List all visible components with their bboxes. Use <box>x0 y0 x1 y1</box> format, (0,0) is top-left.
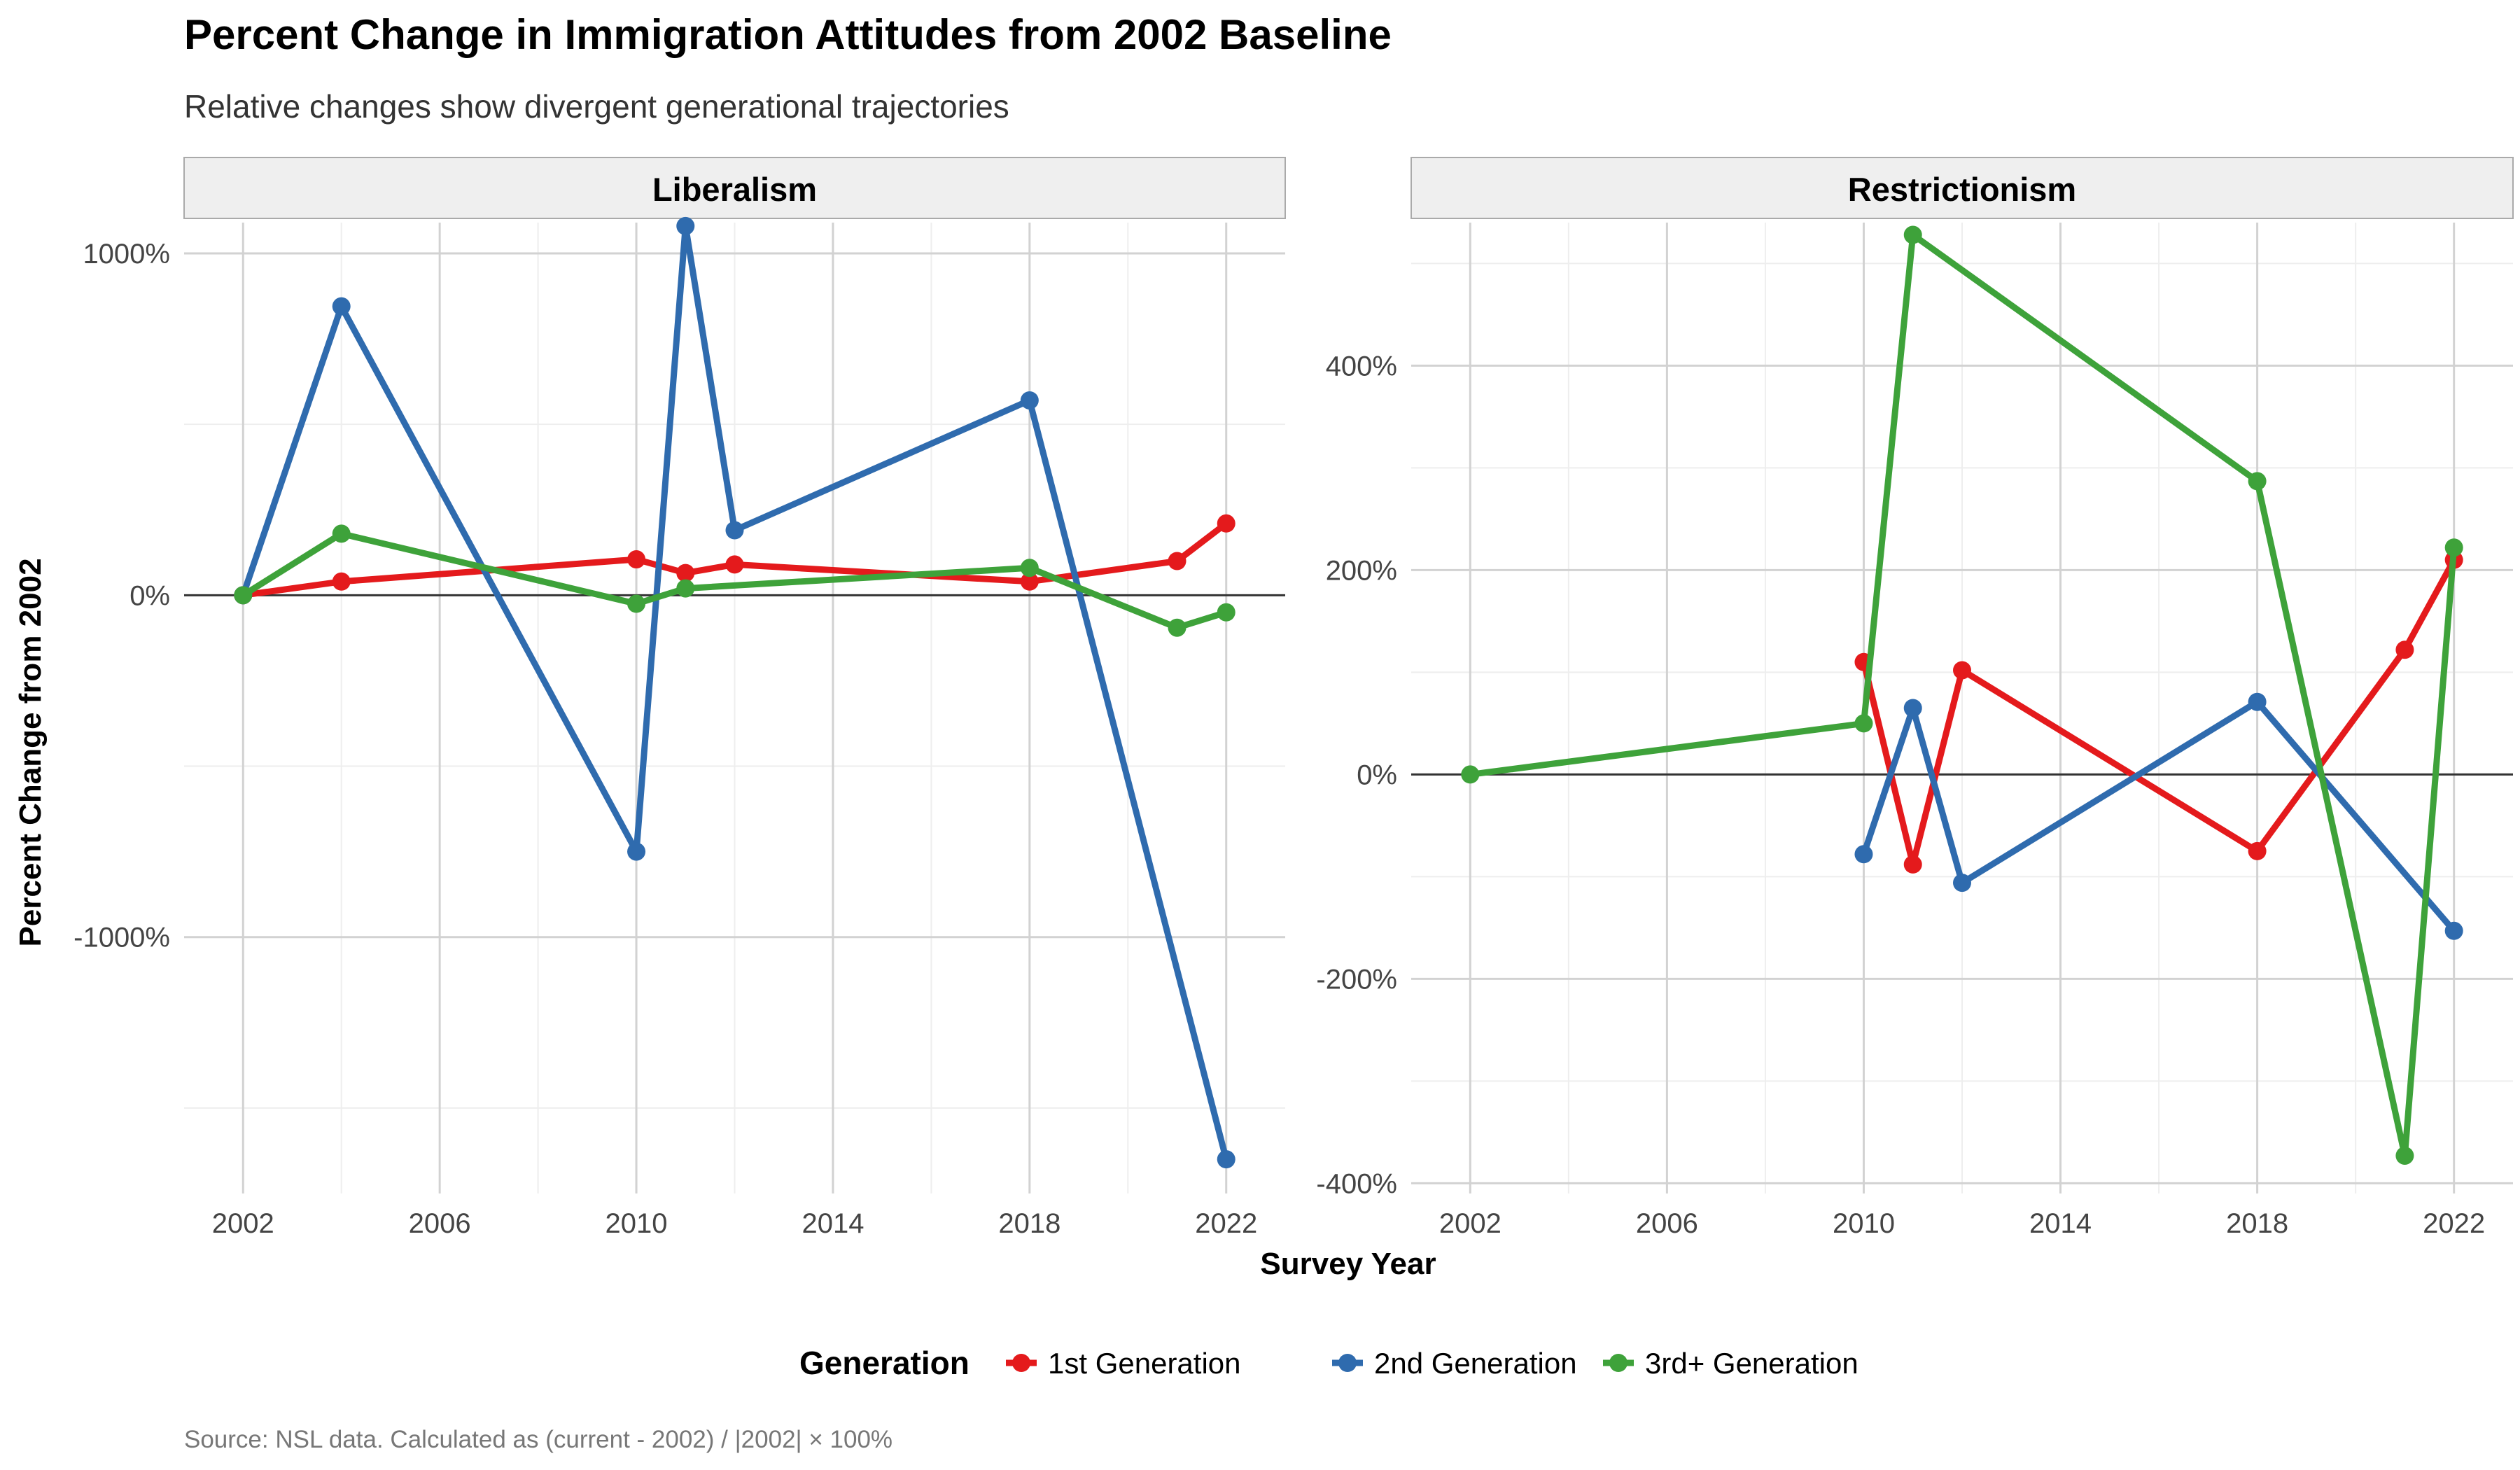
data-point <box>2248 692 2267 711</box>
data-point <box>725 521 744 540</box>
data-point <box>234 586 253 605</box>
data-point <box>1217 603 1236 622</box>
y-tick-label: -400% <box>1316 1168 1397 1199</box>
chart-subtitle: Relative changes show divergent generati… <box>184 88 1009 125</box>
data-point <box>1020 559 1039 578</box>
data-point <box>1168 618 1186 637</box>
legend-label: 2nd Generation <box>1374 1347 1577 1380</box>
x-tick-label: 2014 <box>2029 1208 2092 1239</box>
data-point <box>2444 538 2463 557</box>
facet-strip <box>183 157 1286 219</box>
facet-panels: Liberalism 2002 2006 2010 2014 2018 2022 1000% 0… <box>74 157 2514 1239</box>
x-tick-label: 2022 <box>2423 1208 2485 1239</box>
x-tick-label: 2010 <box>606 1208 668 1239</box>
x-tick-label: 2006 <box>409 1208 471 1239</box>
legend: Generation 1st Generation 2nd Generation 3r… <box>799 1345 1858 1381</box>
data-point <box>1020 391 1039 410</box>
y-tick-label: 0% <box>130 580 170 611</box>
y-axis-title: Percent Change from 2002 <box>13 558 48 946</box>
y-tick-label: 200% <box>1326 555 1397 586</box>
data-point <box>2248 472 2267 491</box>
y-tick-label: 400% <box>1326 351 1397 382</box>
x-tick-label: 2002 <box>1439 1208 1502 1239</box>
legend-key-point <box>1338 1354 1357 1372</box>
data-point <box>1217 1150 1236 1169</box>
data-point <box>1953 874 1971 892</box>
data-point <box>2395 1146 2414 1165</box>
data-point <box>1217 514 1236 533</box>
data-point <box>2248 841 2267 860</box>
y-tick-label: 1000% <box>83 239 170 270</box>
legend-entry-1st-generation: 1st Generation <box>1006 1347 1241 1380</box>
series-line <box>1861 558 2457 868</box>
data-point <box>1461 765 1480 784</box>
data-point <box>332 572 351 591</box>
data-point <box>627 842 646 861</box>
facet-strip <box>1410 157 2514 219</box>
data-point <box>1854 845 1873 864</box>
legend-label: 3rd+ Generation <box>1645 1347 1858 1380</box>
data-point <box>2395 640 2414 659</box>
data-point <box>676 216 695 235</box>
y-tick-label: -200% <box>1316 964 1397 995</box>
legend-title: Generation <box>799 1345 969 1381</box>
panel-liberalism: Liberalism 2002 2006 2010 2014 2018 2022 1000% 0… <box>74 157 1286 1239</box>
data-point <box>332 297 351 316</box>
y-tick-label: 0% <box>1357 760 1397 790</box>
data-point <box>627 594 646 613</box>
legend-entry-2nd-generation: 2nd Generation <box>1332 1347 1577 1380</box>
data-point <box>1854 714 1873 733</box>
x-tick-label: 2018 <box>2226 1208 2288 1239</box>
data-point <box>1168 552 1186 570</box>
data-point <box>627 550 646 569</box>
legend-key-point <box>1609 1354 1628 1372</box>
x-tick-label: 2022 <box>1195 1208 1257 1239</box>
chart-caption: Source: NSL data. Calculated as (current… <box>184 1426 892 1453</box>
data-point <box>1903 225 1922 244</box>
x-tick-label: 2014 <box>802 1208 864 1239</box>
data-point <box>332 524 351 543</box>
data-point <box>676 564 695 582</box>
legend-entry-3rd-generation: 3rd+ Generation <box>1603 1347 1858 1380</box>
facet-label: Restrictionism <box>1848 171 2076 208</box>
data-point <box>1903 855 1922 874</box>
legend-key-point <box>1012 1354 1030 1372</box>
data-point <box>2444 921 2463 940</box>
chart-title: Percent Change in Immigration Attitudes … <box>184 11 1392 58</box>
panel-restrictionism: Restrictionism 2002 2006 2010 2014 2018 2022 40… <box>1316 157 2514 1239</box>
data-point <box>1903 699 1922 718</box>
series-line <box>242 521 1228 598</box>
data-point <box>1953 661 1971 680</box>
series-3rd-generation <box>234 524 1236 637</box>
x-tick-label: 2010 <box>1833 1208 1895 1239</box>
data-point <box>725 555 744 574</box>
series-line <box>1469 232 2458 1159</box>
x-axis-title: Survey Year <box>1260 1247 1436 1281</box>
x-tick-label: 2018 <box>998 1208 1060 1239</box>
x-tick-label: 2006 <box>1636 1208 1698 1239</box>
y-tick-label: -1000% <box>74 923 170 953</box>
data-point <box>1020 572 1039 591</box>
x-tick-label: 2002 <box>212 1208 274 1239</box>
data-point <box>676 579 695 598</box>
series-3rd-generation <box>1461 225 2463 1165</box>
legend-label: 1st Generation <box>1048 1347 1241 1380</box>
facet-label: Liberalism <box>652 171 817 208</box>
